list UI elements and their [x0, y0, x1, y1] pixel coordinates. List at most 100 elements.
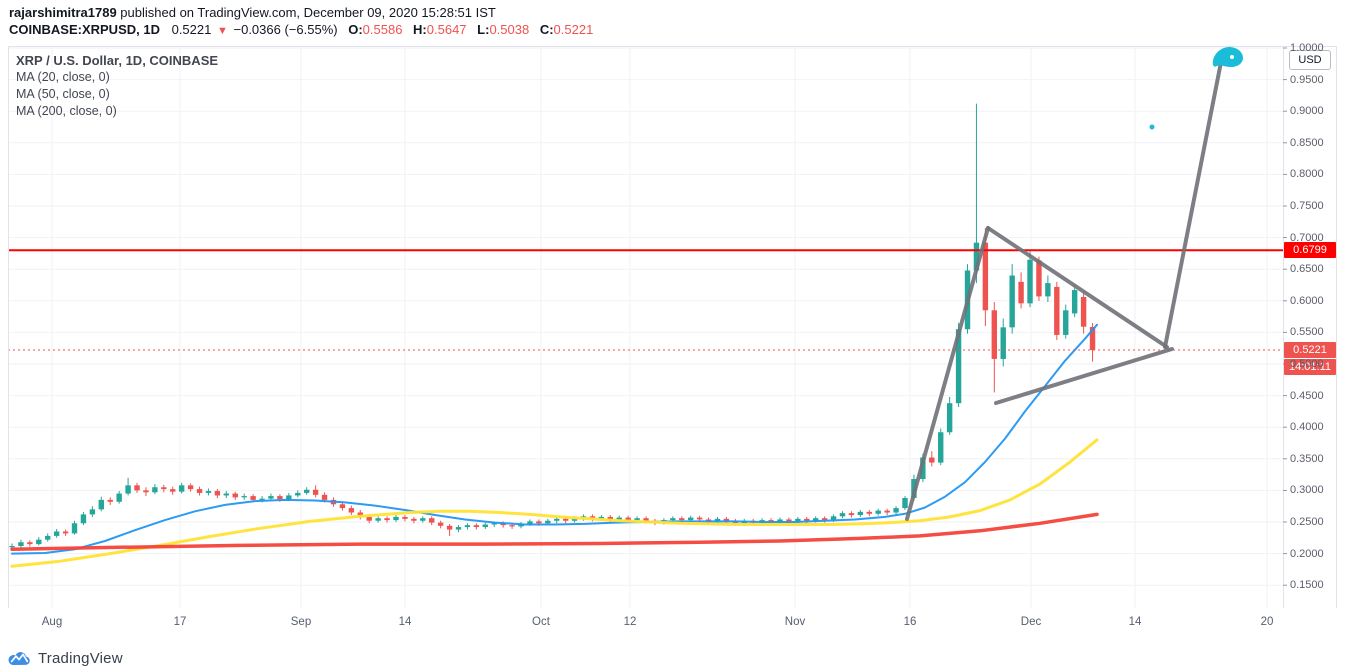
price-change: −0.0366 (−6.55%)	[233, 22, 338, 37]
candle-body	[241, 496, 247, 498]
price-tick-label: 0.3000	[1290, 484, 1324, 497]
candle-body	[98, 499, 104, 510]
price-tick-label: 0.5500	[1290, 326, 1324, 339]
low-value: 0.5038	[489, 22, 530, 37]
close-value: 0.5221	[553, 22, 594, 37]
candle-body	[455, 527, 462, 530]
candle-body	[170, 489, 176, 492]
price-tick-label: 0.8000	[1290, 168, 1324, 181]
candle-body	[777, 519, 783, 522]
candle-body	[268, 496, 274, 499]
candle-body	[875, 510, 881, 514]
candle-body	[500, 523, 506, 526]
candle-body	[902, 497, 908, 509]
price-tick-label: 0.3500	[1290, 452, 1324, 465]
brush-arrowhead	[1212, 47, 1243, 67]
candle-body	[321, 494, 328, 500]
time-tick-label: Sep	[290, 616, 312, 628]
chart-title: XRP / U.S. Dollar, 1D, COINBASE	[16, 53, 219, 68]
candle-body	[437, 522, 444, 526]
candles-layer	[9, 103, 1096, 551]
time-tick-label: 14	[1128, 616, 1142, 628]
candle-body	[303, 489, 310, 493]
candle-body	[1027, 259, 1033, 304]
candle-body	[616, 517, 622, 520]
tradingview-logo-icon[interactable]	[8, 650, 31, 666]
trend-line	[986, 226, 1169, 349]
low-label: L:	[477, 22, 490, 37]
candle-body	[366, 516, 372, 521]
candle-body	[1054, 286, 1060, 335]
candle-body	[554, 518, 560, 521]
close-label: C:	[539, 22, 554, 37]
trend-line	[905, 226, 990, 521]
legend-ma50: MA (50, close, 0)	[16, 87, 110, 101]
candle-body	[36, 539, 42, 545]
chart-legend: XRP / U.S. Dollar, 1D, COINBASE MA (20, …	[16, 52, 218, 120]
candle-body	[80, 514, 87, 524]
candle-body	[143, 490, 149, 493]
bar-countdown-badge: 14:01:11	[1284, 359, 1336, 376]
candle-body	[848, 513, 855, 516]
candle-body	[152, 487, 158, 493]
candle-body	[1000, 327, 1006, 359]
currency-unit-button[interactable]: USD	[1289, 50, 1331, 70]
symbol-name: COINBASE:XRPUSD, 1D	[9, 22, 160, 37]
candle-body	[804, 518, 810, 521]
candle-body	[393, 516, 399, 521]
candle-body	[1063, 310, 1069, 335]
candle-body	[545, 520, 551, 524]
price-tick-label: 0.5000	[1290, 358, 1324, 370]
price-tick-label: 0.4500	[1290, 389, 1324, 402]
candle-body	[312, 489, 319, 495]
last-price: 0.5221	[171, 22, 212, 37]
time-tick-label: Nov	[784, 616, 806, 628]
candle-body	[259, 498, 265, 500]
candle-body	[89, 509, 96, 515]
time-tick-label: 20	[1260, 616, 1274, 628]
candle-body	[830, 516, 837, 521]
candle-body	[53, 531, 60, 536]
candle-body	[375, 518, 381, 521]
candle-body	[893, 508, 899, 513]
candle-body	[45, 535, 51, 540]
candle-body	[1036, 260, 1042, 297]
candle-body	[1089, 326, 1096, 351]
time-tick-label: 12	[623, 616, 637, 628]
candle-body	[982, 242, 989, 311]
brush-dot	[1149, 124, 1155, 130]
brush-arrowhead-notch	[1230, 55, 1234, 59]
time-tick-label: 17	[173, 616, 187, 628]
candle-body	[232, 493, 238, 498]
candle-body	[71, 523, 78, 534]
candle-body	[402, 516, 408, 519]
candle-body	[178, 485, 185, 492]
candle-body	[27, 542, 33, 545]
brand-name[interactable]: TradingView	[38, 649, 123, 667]
candle-body	[1071, 290, 1078, 314]
price-tick-label: 0.2500	[1290, 516, 1324, 528]
price-tick-label: 0.7000	[1290, 231, 1324, 244]
candle-body	[277, 496, 283, 500]
price-tick-label: 0.9500	[1290, 73, 1324, 86]
candle-body	[598, 516, 605, 519]
time-tick-label: Aug	[41, 616, 63, 628]
pennant-arrow-drawing[interactable]	[905, 47, 1243, 521]
trend-line	[994, 347, 1174, 405]
time-tick-label: 14	[398, 616, 412, 628]
candle-body	[357, 512, 363, 517]
candle-body	[679, 518, 685, 521]
candle-body	[223, 493, 230, 496]
username: rajarshimitra1789	[9, 5, 117, 20]
candle-body	[634, 518, 640, 521]
candle-body	[9, 546, 15, 548]
candle-body	[250, 496, 256, 500]
candle-body	[786, 519, 792, 522]
candle-body	[491, 523, 497, 525]
time-axis[interactable]: Aug 17 Sep 14 Oct 12 Nov 16 Dec 14 20	[8, 608, 1337, 640]
candle-body	[929, 457, 935, 463]
price-tick-label: 0.9000	[1290, 105, 1324, 118]
time-tick-label: Dec	[1020, 616, 1042, 628]
legend-ma20: MA (20, close, 0)	[16, 70, 110, 84]
